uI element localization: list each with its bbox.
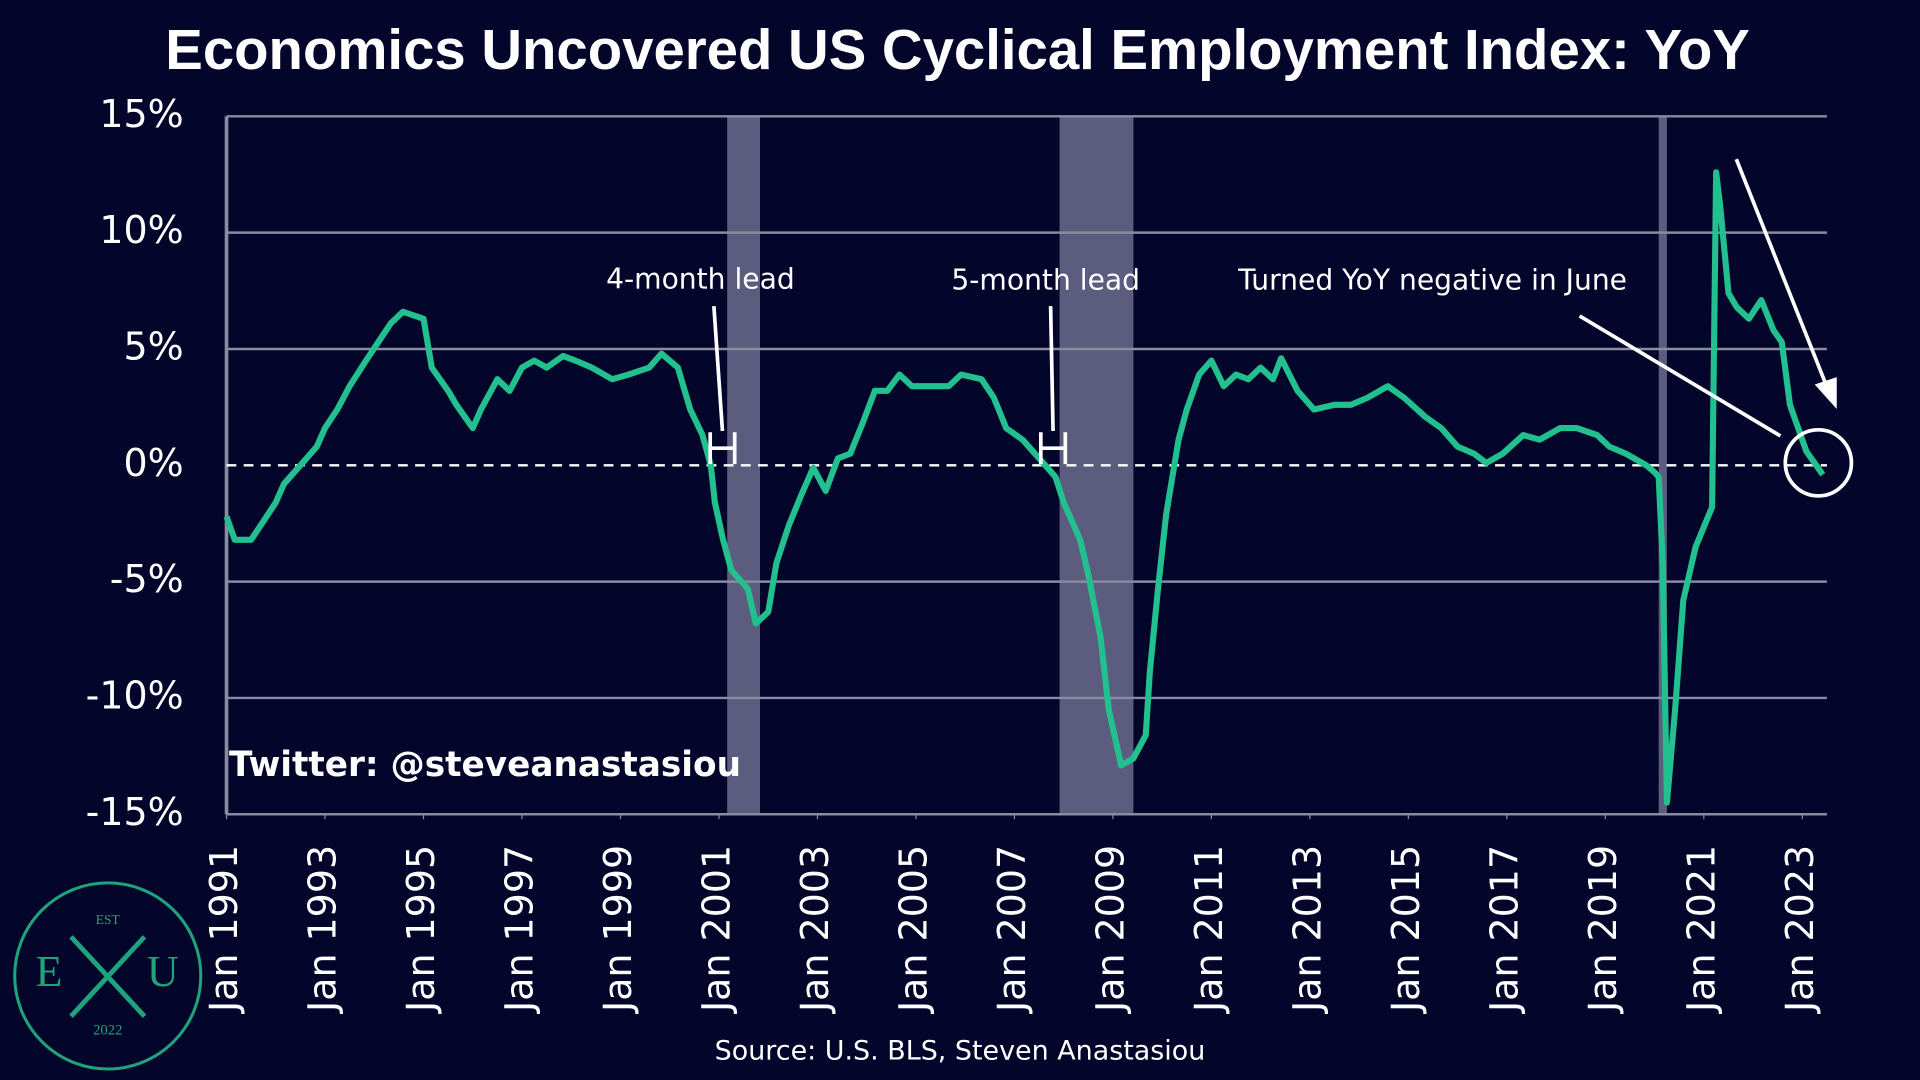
x-tick-label: Jan 2015 [1384,845,1428,1014]
data-line [223,169,1826,806]
logo-text: U [147,947,179,996]
y-tick-label: 15% [99,92,183,136]
x-tick-label: Jan 2019 [1581,845,1625,1014]
annotation: Turned YoY negative in June [1237,264,1627,297]
leader-line [1048,306,1055,432]
annotation: 4-month lead [606,262,795,295]
x-tick-label: Jan 2001 [694,845,738,1014]
x-tick-label: Jan 2009 [1088,845,1132,1014]
source: Source: U.S. BLS, Steven Anastasiou [715,1035,1206,1066]
logo-ring [13,881,203,1071]
x-tick-label: Jan 2021 [1679,845,1723,1014]
logo: EST E U 2022 [13,881,203,1071]
annotation: 5-month lead [951,264,1140,297]
x-tick-label: Jan 1999 [596,845,640,1014]
leader-line [1578,314,1782,438]
x-tick-label: Jan 2003 [793,845,837,1014]
x-tick-label: Jan 1995 [399,845,443,1014]
x-tick-label: Jan 2017 [1482,845,1526,1014]
x-tick-label: Jan 2011 [1187,845,1231,1014]
leader-line [712,305,725,432]
recession-band [1658,116,1667,815]
y-tick-label: 10% [99,208,183,252]
logo-text: EST [96,912,120,927]
lead-marker [708,432,737,465]
y-tick-label: 5% [123,324,183,368]
plot-area: 15% 10% 5% 0% -5% -10% -15% Jan 1991 Jan 1993 Jan… [86,92,1827,1014]
lead-marker [1038,432,1068,465]
logo-cross [69,935,147,1018]
y-tick-label: -15% [86,790,184,834]
logo-text: E [36,947,63,996]
x-tick-label: Jan 1991 [202,845,246,1014]
x-tick-label: Jan 2023 [1778,845,1822,1014]
x-tick-label: Jan 2005 [891,845,935,1014]
x-tick-label: Jan 2013 [1285,845,1329,1014]
logo-text: 2022 [93,1022,122,1038]
highlight-circle [1783,427,1854,498]
arrow-line [1734,158,1829,388]
x-tick-label: Jan 2007 [990,845,1034,1014]
x-tick-label: Jan 1997 [497,845,541,1014]
x-tick-label: Jan 1993 [301,845,345,1014]
annotation-shapes [708,158,1854,498]
watermark: Twitter: @steveanastasiou [229,745,741,785]
y-tick-label: -10% [86,673,184,717]
chart-title: Economics Uncovered US Cyclical Employme… [165,18,1750,81]
arrow-head [1814,377,1837,409]
y-tick-label: 0% [123,441,183,485]
y-tick-label: -5% [110,557,184,601]
